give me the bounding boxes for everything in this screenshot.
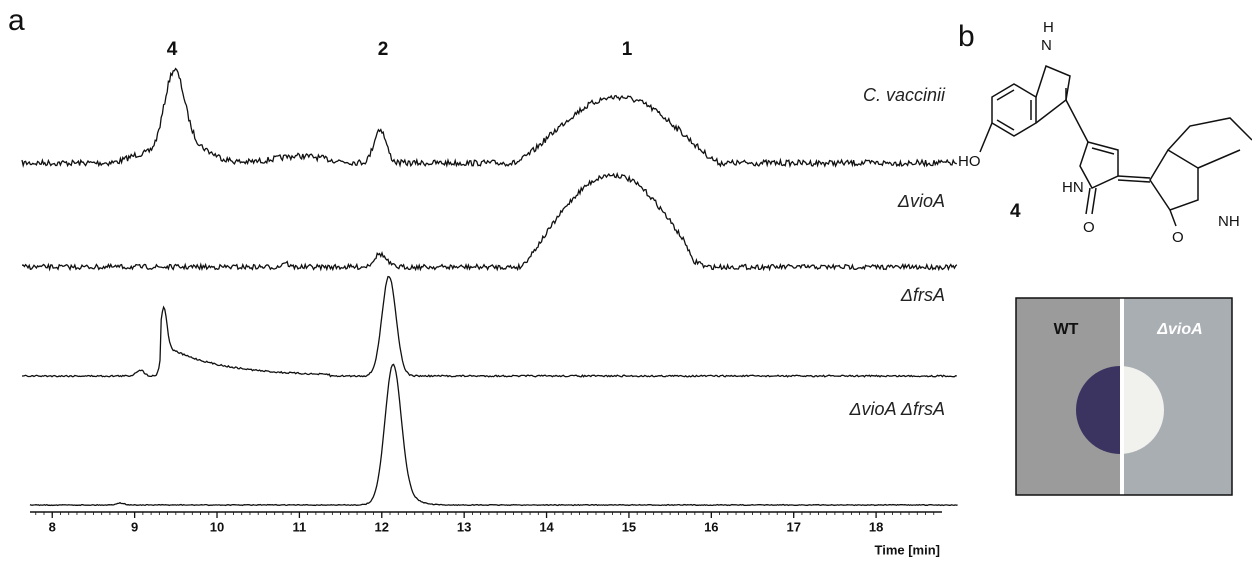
trace-label: ΔvioA ΔfrsA: [848, 399, 945, 419]
trace: [29, 363, 958, 507]
panel-label: a: [8, 4, 25, 37]
x-tick-label: 15: [622, 519, 636, 534]
atom-label: HN: [1062, 179, 1084, 196]
peak-label: 1: [622, 39, 633, 60]
photo: [1015, 297, 1233, 496]
x-tick-label: 8: [49, 519, 56, 534]
atom-label: O: [1083, 219, 1095, 236]
peak-label: 4: [167, 39, 178, 60]
x-tick-label: 11: [293, 519, 307, 534]
trace-label: ΔfrsA: [900, 285, 945, 305]
photo-label: WT: [1054, 321, 1079, 338]
x-tick-label: 9: [131, 519, 138, 534]
x-tick-label: 14: [539, 519, 554, 534]
panel-label: b: [958, 20, 975, 53]
x-tick-label: 12: [375, 519, 389, 534]
peak-label: 2: [378, 39, 389, 60]
photo-label: ΔvioA: [1156, 321, 1202, 338]
trace: [21, 67, 958, 169]
atom-label: O: [1172, 229, 1184, 246]
x-tick-label: 10: [210, 519, 224, 534]
x-tick-label: 13: [457, 519, 471, 534]
trace-label: ΔvioA: [897, 191, 945, 211]
trace: [21, 171, 958, 272]
atom-label: HO: [958, 153, 981, 170]
atom-label: N: [1041, 37, 1052, 54]
x-tick-label: 18: [869, 519, 883, 534]
x-tick-label: 17: [786, 519, 800, 534]
structure: [979, 64, 1252, 227]
x-axis-label: Time [min]: [875, 542, 941, 557]
x-tick-label: 16: [704, 519, 718, 534]
trace: [22, 275, 957, 378]
trace-label: C. vaccinii: [863, 85, 946, 105]
compound-label: 4: [1010, 201, 1021, 222]
atom-label: NH: [1218, 213, 1240, 230]
atom-label: H: [1043, 19, 1054, 36]
traces: [21, 67, 958, 507]
